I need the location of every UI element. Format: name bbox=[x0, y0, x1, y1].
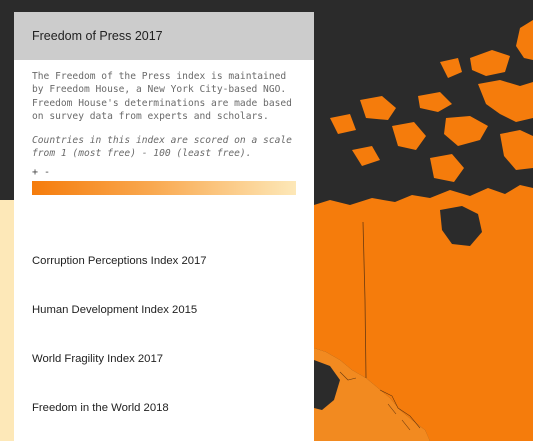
legend-gradient-bar bbox=[32, 181, 296, 196]
index-description: The Freedom of the Press index is mainta… bbox=[32, 71, 292, 123]
country-canada[interactable] bbox=[314, 185, 533, 441]
border-line bbox=[362, 221, 367, 379]
hudson-bay bbox=[440, 206, 482, 246]
country-canada-islands[interactable] bbox=[330, 20, 533, 182]
coastline bbox=[339, 371, 421, 431]
country-greenland[interactable] bbox=[0, 200, 14, 441]
index-list: Corruption Perceptions Index 2017 Human … bbox=[14, 236, 314, 432]
index-item-human-development[interactable]: Human Development Index 2015 bbox=[32, 303, 198, 316]
index-item-freedom-world[interactable]: Freedom in the World 2018 bbox=[32, 401, 169, 414]
coastal-water bbox=[314, 360, 340, 410]
index-description-section: The Freedom of the Press index is mainta… bbox=[14, 60, 314, 196]
index-item-corruption[interactable]: Corruption Perceptions Index 2017 bbox=[32, 254, 207, 267]
index-panel: Freedom of Press 2017 The Freedom of the… bbox=[14, 12, 314, 441]
legend-minus: - bbox=[44, 167, 51, 179]
active-index-header[interactable]: Freedom of Press 2017 bbox=[14, 12, 314, 60]
legend-signs: + - bbox=[32, 167, 296, 179]
country-usa[interactable] bbox=[314, 348, 430, 441]
color-legend: + - bbox=[32, 167, 296, 196]
index-item-world-fragility[interactable]: World Fragility Index 2017 bbox=[32, 352, 164, 365]
index-scale-note: Countries in this index are scored on a … bbox=[32, 134, 292, 160]
legend-plus: + bbox=[32, 167, 39, 179]
